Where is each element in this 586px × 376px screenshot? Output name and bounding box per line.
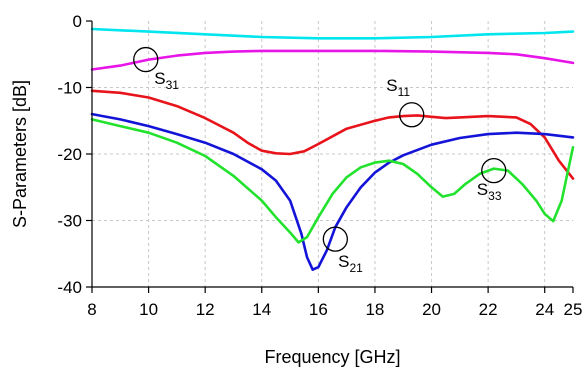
axes-layer: 8 10 12 14 16 18 20 22 24 25 0 -10 -20 -30 -40 [57,12,582,319]
grid-layer [92,21,573,287]
annotation-circle-s31 [133,46,159,73]
annotation-layer: S31 S11 S21 S33 [133,46,507,275]
x-tick-label: 12 [196,300,215,319]
y-tick-label: -30 [57,212,82,231]
annotation-circle-s21 [322,226,348,252]
x-tick-label: 16 [309,300,328,319]
series-layer [90,27,575,271]
series-line-5 [90,118,575,244]
x-tick-label: 8 [87,300,96,319]
y-tick-label: -40 [57,278,82,297]
series-line-4 [90,112,575,271]
series-line-2 [90,49,575,71]
x-tick-label: 25 [564,300,583,319]
y-axis-label: S-Parameters [dB] [10,80,30,228]
x-tick-label: 10 [139,300,158,319]
x-tick-label: 14 [252,300,271,319]
x-tick-label: 22 [479,300,498,319]
y-tick-label: -20 [57,145,82,164]
y-tick-label: -10 [57,79,82,98]
annotation-circle-s11 [399,102,425,128]
series-line-1 [90,27,575,40]
x-axis-label: Frequency [GHz] [264,347,400,367]
annotation-label-s11: S11 [386,76,410,99]
annotation-label-s33: S33 [477,180,502,203]
x-tick-label: 20 [422,300,441,319]
annotation-circle-s33 [481,157,507,184]
x-tick-label: 18 [365,300,384,319]
x-tick-label: 24 [535,300,554,319]
series-line-3 [90,89,575,180]
annotation-label-s21: S21 [338,252,363,275]
annotation-label-s31: S31 [154,69,179,92]
y-tick-label: 0 [73,12,82,31]
